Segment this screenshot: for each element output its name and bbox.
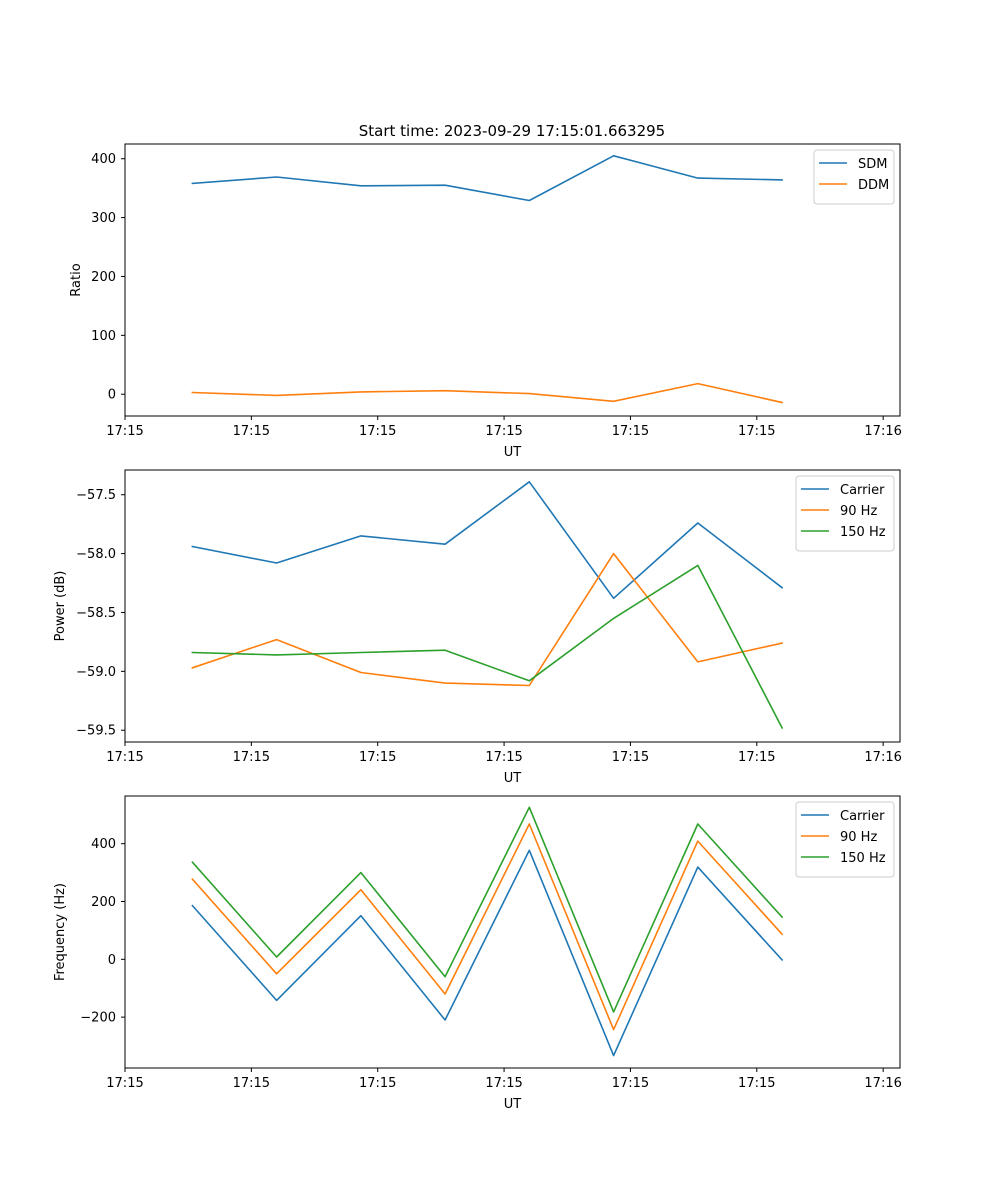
x-tick-label: 17:15 xyxy=(485,750,522,765)
figure-title: Start time: 2023-09-29 17:15:01.663295 xyxy=(359,122,665,140)
y-axis-label: Frequency (Hz) xyxy=(53,883,68,981)
panel-2: 17:15 17:15 17:15 17:15 17:15 17:15 17:16 −59.5… xyxy=(53,469,902,786)
y-tick-label: −58.0 xyxy=(76,547,116,562)
x-tick-label: 17:15 xyxy=(738,424,775,439)
legend: Carrier 90 Hz 150 Hz xyxy=(795,475,895,552)
legend: Carrier 90 Hz 150 Hz xyxy=(795,801,895,878)
series-line-90-hz xyxy=(191,552,784,687)
y-tick-label: 0 xyxy=(108,388,116,403)
legend-box xyxy=(795,475,895,552)
y-axis-label: Ratio xyxy=(69,263,84,296)
x-axis-label: UT xyxy=(504,771,522,786)
x-tick-label: 17:15 xyxy=(612,1076,649,1091)
legend-box xyxy=(795,801,895,878)
y-tick-label: 400 xyxy=(91,152,116,167)
y-tick-label: −59.5 xyxy=(76,724,116,739)
x-tick-label: 17:15 xyxy=(612,750,649,765)
x-axis-label: UT xyxy=(504,1097,522,1112)
y-tick-label: 200 xyxy=(91,895,116,910)
y-tick-label: 100 xyxy=(91,329,116,344)
x-tick-label: 17:15 xyxy=(359,424,396,439)
x-tick-label: 17:15 xyxy=(485,424,522,439)
y-tick-label: −59.0 xyxy=(76,665,116,680)
x-tick-label: 17:15 xyxy=(233,1076,270,1091)
x-tick-label: 17:15 xyxy=(106,424,143,439)
series-line-carrier xyxy=(191,849,784,1057)
series-line-150-hz xyxy=(191,564,784,729)
legend-label: Carrier xyxy=(840,483,885,498)
legend-label: 150 Hz xyxy=(840,851,886,866)
legend-label: 90 Hz xyxy=(840,504,877,519)
y-tick-label: 400 xyxy=(91,837,116,852)
x-tick-label: 17:16 xyxy=(864,750,901,765)
series-line-ddm xyxy=(191,382,784,404)
x-tick-label: 17:15 xyxy=(233,750,270,765)
x-tick-label: 17:15 xyxy=(612,424,649,439)
panel-3: 17:15 17:15 17:15 17:15 17:15 17:15 17:16 −200 0… xyxy=(53,795,902,1112)
x-tick-label: 17:15 xyxy=(359,1076,396,1091)
x-tick-label: 17:16 xyxy=(864,1076,901,1091)
series-line-90-hz xyxy=(191,823,784,1031)
y-tick-label: −200 xyxy=(80,1011,116,1026)
legend-label: Carrier xyxy=(840,809,885,824)
x-tick-label: 17:16 xyxy=(864,424,901,439)
legend-label: 90 Hz xyxy=(840,830,877,845)
series-line-carrier xyxy=(191,480,784,600)
x-tick-label: 17:15 xyxy=(106,750,143,765)
x-axis-label: UT xyxy=(504,445,522,460)
axes-frame xyxy=(124,143,901,417)
panel-1: 17:15 17:15 17:15 17:15 17:15 17:15 17:16 0 100 2… xyxy=(69,143,902,460)
x-tick-label: 17:15 xyxy=(359,750,396,765)
y-axis-label: Power (dB) xyxy=(53,571,68,642)
y-tick-label: 200 xyxy=(91,270,116,285)
x-tick-label: 17:15 xyxy=(485,1076,522,1091)
series-line-sdm xyxy=(191,155,783,202)
y-tick-label: 300 xyxy=(91,211,116,226)
axes-frame xyxy=(124,795,901,1069)
x-tick-label: 17:15 xyxy=(233,424,270,439)
legend-label: SDM xyxy=(858,157,887,172)
y-tick-label: −58.5 xyxy=(76,606,116,621)
y-tick-label: −57.5 xyxy=(76,488,116,503)
legend-label: 150 Hz xyxy=(840,525,886,540)
x-tick-label: 17:15 xyxy=(738,750,775,765)
x-tick-label: 17:15 xyxy=(106,1076,143,1091)
series-line-150-hz xyxy=(191,806,784,1013)
y-tick-label: 0 xyxy=(108,953,116,968)
legend-label: DDM xyxy=(858,178,889,193)
x-tick-label: 17:15 xyxy=(738,1076,775,1091)
axes-frame xyxy=(124,469,901,743)
legend: SDM DDM xyxy=(813,149,895,205)
